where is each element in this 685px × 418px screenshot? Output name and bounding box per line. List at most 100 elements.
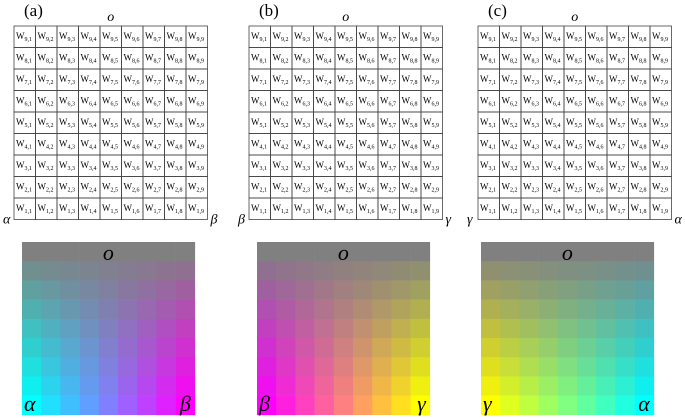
cell-label: W3,7 [609,160,625,172]
cell-label: W7,4 [316,74,332,86]
gradient-cell [314,242,335,262]
cell-label: W4,9 [188,139,204,151]
gradient-cell [41,299,61,320]
cell-label: W4,7 [145,139,161,151]
gradient-cell [175,338,196,358]
cell-label: W9,3 [294,31,310,43]
gradient-cell [634,261,655,281]
gradient-cell [519,376,539,396]
cell-label: W6,7 [380,96,396,108]
gradient-cell [615,338,635,358]
cell-label: W5,5 [102,117,118,129]
gradient-cell [98,376,119,396]
cell-label: W4,6 [588,139,604,151]
gradient-cell [295,395,315,416]
gradient-cell [538,261,559,281]
gradient-cell [519,261,539,281]
gradient-cell [353,261,373,281]
cell-label: W8,6 [124,53,140,65]
cell-label: W1,7 [609,203,625,215]
gradient-cell [500,395,520,416]
gradient-cell [577,338,597,358]
gradient-cell [137,242,157,262]
cell-label: W9,9 [423,31,439,43]
gradient-cell [500,280,520,300]
cell-label: W2,7 [380,182,396,194]
gradient-cell [538,357,559,377]
cell-label: W2,1 [480,182,496,194]
gradient-cell [372,299,392,320]
gradient-cell [118,376,138,396]
gradient-cell [295,261,315,281]
gradient-cell [79,280,100,300]
cell-label: W5,4 [545,117,561,129]
cell-label: W7,6 [588,74,604,86]
gradient-cell [615,299,635,320]
gradient-cell [79,299,100,320]
gradient-left-label: α [24,391,36,416]
left-label: α [3,213,11,228]
gradient-cell [519,338,539,358]
cell-label: W1,9 [652,203,668,215]
cell-label: W8,1 [480,53,496,65]
gradient-cell [118,299,138,320]
gradient-cell [596,299,616,320]
gradient-cell [257,357,277,377]
gradient-cell [391,299,411,320]
cell-label: W3,4 [316,160,332,172]
gradient-cell [314,376,335,396]
cell-label: W8,1 [251,53,267,65]
gradient-cell [538,395,559,416]
cell-label: W6,7 [145,96,161,108]
gradient-cell [410,280,431,300]
gradient-cell [79,395,100,416]
gradient-cell [391,261,411,281]
cell-label: W6,1 [480,96,496,108]
gradient-cell [333,242,354,262]
cell-label: W1,8 [167,203,183,215]
gradient-cell [314,395,335,416]
cell-label: W1,5 [566,203,582,215]
gradient-top-label: o [338,240,349,265]
cell-label: W9,9 [188,31,204,43]
gradient-cell [391,376,411,396]
gradient-cell [175,357,196,377]
cell-label: W7,8 [167,74,183,86]
cell-label: W8,6 [588,53,604,65]
gradient-cell [79,242,100,262]
cell-label: W2,3 [523,182,539,194]
gradient-cell [596,280,616,300]
gradient-cell [175,318,196,339]
cell-label: W2,5 [566,182,582,194]
gradient-cell [577,376,597,396]
cell-label: W4,9 [652,139,668,151]
cell-label: W9,5 [102,31,118,43]
cell-label: W1,3 [59,203,75,215]
cell-label: W2,5 [102,182,118,194]
gradient-cell [634,357,655,377]
gradient-cell [98,357,119,377]
grid-cell [649,197,672,220]
cell-label: W1,4 [81,203,97,215]
cell-label: W7,5 [337,74,353,86]
gradient-cell [314,261,335,281]
cell-label: W9,6 [124,31,140,43]
cell-label: W2,9 [423,182,439,194]
cell-label: W2,1 [16,182,32,194]
cell-label: W6,4 [81,96,97,108]
gradient-cell [295,242,315,262]
gradient-cell [175,299,196,320]
gradient-cell [175,242,196,262]
cell-label: W9,4 [545,31,561,43]
gradient-cell [98,242,119,262]
cell-label: W8,1 [16,53,32,65]
cell-label: W3,8 [402,160,418,172]
cell-label: W7,9 [652,74,668,86]
gradient-cell [98,280,119,300]
gradient-cell [22,318,42,339]
cell-label: W8,7 [609,53,625,65]
cell-label: W8,8 [402,53,418,65]
cell-label: W8,2 [273,53,289,65]
cell-label: W7,7 [609,74,625,86]
